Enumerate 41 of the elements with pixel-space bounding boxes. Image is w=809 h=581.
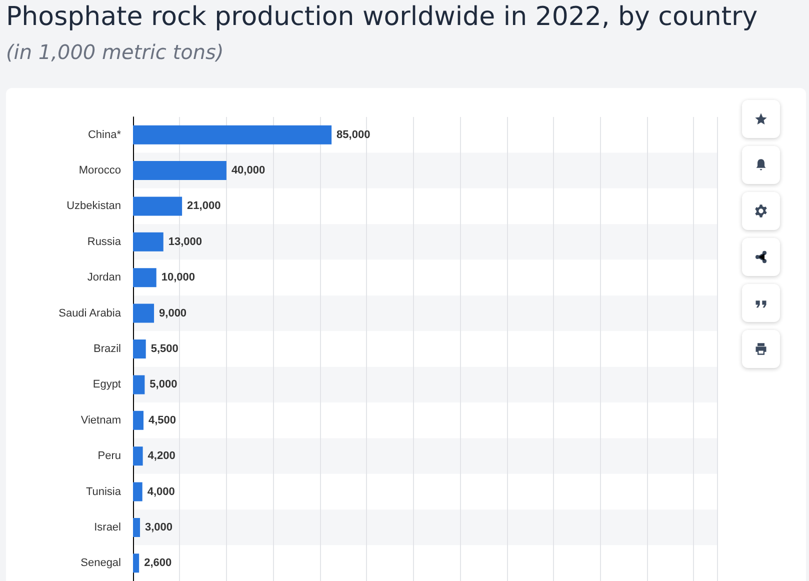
y-tick-label: Peru <box>98 450 121 462</box>
bar <box>133 125 332 144</box>
bar <box>133 232 164 252</box>
y-tick-label: Tunisia <box>86 486 122 498</box>
data-label: 5,000 <box>150 378 178 391</box>
y-tick-label: Vietnam <box>80 414 121 426</box>
bar <box>133 340 146 358</box>
data-label: 9,000 <box>159 307 187 320</box>
bar <box>133 375 145 394</box>
data-label: 10,000 <box>161 272 196 284</box>
y-tick-label: Russia <box>87 236 122 248</box>
bar <box>133 554 140 573</box>
y-tick-label: Senegal <box>80 557 121 570</box>
bar <box>133 161 226 180</box>
chart-subtitle: (in 1,000 metric tons) <box>6 40 224 64</box>
y-tick-label: Uzbekistan <box>66 200 121 212</box>
data-label: 4,500 <box>148 414 176 426</box>
data-label: 2,600 <box>144 557 172 570</box>
data-label: 4,000 <box>147 486 175 498</box>
data-label: 40,000 <box>231 164 266 177</box>
y-tick-label: Jordan <box>87 272 121 284</box>
bar <box>133 518 140 537</box>
data-label: 5,500 <box>150 343 178 355</box>
data-label: 3,000 <box>145 521 173 534</box>
bar <box>133 304 154 323</box>
y-tick-label: Saudi Arabia <box>58 307 122 320</box>
bar <box>133 196 182 216</box>
y-tick-label: Israel <box>94 521 121 534</box>
chart-title: Phosphate rock production worldwide in 2022, by country <box>6 2 758 32</box>
y-tick-label: Brazil <box>93 343 121 355</box>
bar <box>133 482 142 502</box>
data-label: 4,200 <box>148 450 176 462</box>
bar <box>133 410 144 430</box>
y-tick-label: Egypt <box>92 378 121 391</box>
bar <box>133 268 156 288</box>
y-tick-label: China* <box>88 128 122 141</box>
data-label: 21,000 <box>187 200 221 212</box>
bar <box>133 446 143 466</box>
data-label: 13,000 <box>168 236 202 248</box>
data-label: 85,000 <box>336 128 370 141</box>
y-tick-label: Morocco <box>78 164 121 177</box>
